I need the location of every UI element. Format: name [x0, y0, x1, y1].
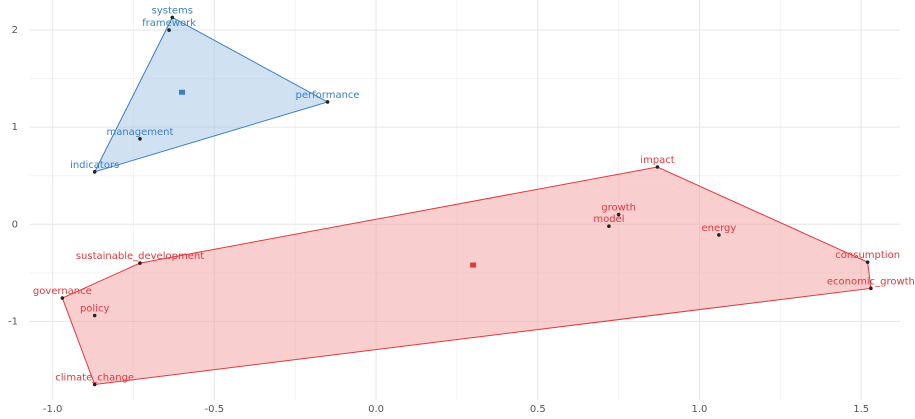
point-label: economic_growth	[827, 276, 915, 287]
x-tick-label: 0.0	[368, 404, 384, 415]
point	[138, 261, 142, 265]
point-label: framework	[142, 18, 196, 29]
point	[607, 224, 611, 229]
point-label: policy	[80, 304, 110, 315]
y-tick-label: 1	[12, 122, 18, 133]
x-tick-label: -1.0	[43, 404, 63, 415]
cluster-hull	[61, 166, 872, 386]
y-tick-label: 2	[12, 25, 18, 36]
point-label: model	[593, 214, 624, 225]
point	[92, 382, 97, 387]
x-tick-label: 0.5	[530, 404, 546, 415]
point-label: consumption	[835, 250, 900, 261]
x-tick-label: 1.5	[853, 404, 869, 415]
point	[325, 100, 330, 104]
centroid	[179, 89, 186, 95]
y-tick-label: -1	[8, 316, 18, 327]
point	[869, 286, 873, 291]
y-tick-label: 0	[12, 219, 18, 230]
point	[865, 260, 870, 264]
point-label: governance	[33, 286, 92, 297]
x-tick-label: -0.5	[205, 404, 225, 415]
point	[138, 137, 142, 141]
point-label: impact	[640, 155, 674, 166]
point-label: indicators	[70, 160, 119, 171]
point	[655, 165, 660, 169]
point	[717, 233, 721, 237]
point-label: energy	[701, 223, 736, 234]
point	[92, 313, 97, 318]
point-label: management	[106, 127, 173, 138]
cluster-hull	[93, 16, 329, 173]
point	[92, 170, 97, 174]
point-label: growth	[601, 203, 636, 214]
point-label: sustainable_development	[76, 251, 204, 262]
point	[167, 28, 171, 32]
point	[616, 212, 621, 217]
centroid	[470, 262, 477, 268]
point-label: systems	[152, 5, 193, 16]
point	[170, 15, 175, 20]
point-label: performance	[296, 90, 360, 101]
point	[60, 296, 65, 300]
point-label: climate_change	[55, 372, 134, 383]
x-tick-label: 1.0	[692, 404, 708, 415]
